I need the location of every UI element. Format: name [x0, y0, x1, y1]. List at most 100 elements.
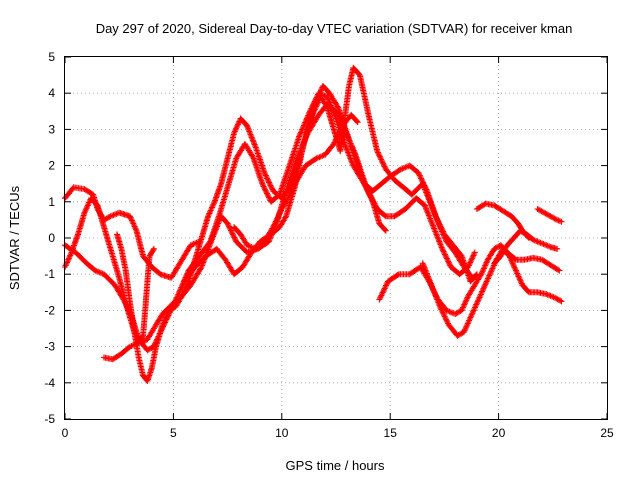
data-point	[368, 114, 370, 116]
y-tick-label: 4	[48, 86, 55, 100]
data-point	[201, 266, 203, 268]
data-point	[188, 280, 190, 282]
data-point	[450, 266, 452, 268]
data-point	[149, 255, 151, 257]
data-point	[224, 259, 226, 261]
data-point	[469, 317, 471, 319]
data-point	[209, 241, 211, 243]
data-point	[214, 201, 216, 203]
data-point	[357, 121, 359, 123]
data-point	[302, 143, 304, 145]
data-point	[294, 186, 296, 188]
data-point	[378, 299, 380, 301]
data-point	[433, 226, 435, 228]
y-tick-label: -5	[44, 412, 55, 426]
data-point	[255, 147, 257, 148]
data-point	[90, 197, 92, 199]
data-point	[500, 255, 502, 257]
data-point	[110, 248, 112, 250]
data-point	[480, 273, 482, 275]
data-point	[244, 143, 246, 145]
data-point	[502, 210, 504, 212]
data-point	[476, 208, 478, 210]
data-point	[439, 226, 441, 228]
data-point	[272, 226, 274, 228]
data-point	[474, 284, 476, 286]
data-point	[246, 251, 248, 253]
y-tick-label: 2	[48, 159, 55, 173]
data-point	[142, 375, 144, 377]
data-series-track-5	[114, 83, 480, 384]
data-point	[116, 233, 118, 235]
data-point	[162, 313, 164, 315]
data-point	[446, 241, 448, 243]
data-point	[263, 172, 265, 174]
data-point	[446, 309, 448, 311]
data-series-track-1	[62, 184, 203, 281]
data-point	[218, 215, 220, 217]
data-point	[372, 190, 374, 192]
data-point	[125, 270, 127, 272]
data-point	[272, 190, 274, 192]
data-point	[179, 262, 181, 264]
marker-track	[114, 83, 480, 384]
x-tick-label: 15	[384, 426, 398, 440]
data-point	[227, 223, 229, 225]
data-point	[424, 204, 426, 206]
data-point	[250, 251, 252, 253]
data-series-track-4	[101, 245, 157, 363]
data-point	[181, 295, 183, 297]
data-point	[556, 248, 558, 250]
data-point	[136, 230, 138, 232]
data-point	[472, 277, 474, 279]
data-point	[142, 255, 144, 257]
data-series-track-2	[62, 101, 478, 346]
data-point	[409, 165, 411, 167]
data-point	[118, 277, 120, 279]
data-point	[550, 215, 552, 217]
data-point	[190, 244, 192, 246]
data-point	[84, 212, 86, 214]
y-tick-label: -3	[44, 340, 55, 354]
data-point	[372, 201, 374, 203]
data-point	[155, 346, 157, 348]
data-point	[476, 302, 478, 304]
data-point	[97, 204, 99, 206]
data-point	[378, 223, 380, 225]
data-point	[279, 226, 281, 228]
data-series-track-12	[534, 206, 565, 225]
data-point	[359, 74, 361, 76]
data-point	[318, 114, 320, 116]
data-point	[159, 273, 161, 275]
data-point	[506, 244, 508, 246]
y-tick-label: -4	[44, 376, 55, 390]
data-point	[242, 266, 244, 268]
data-point	[513, 237, 515, 239]
data-point	[94, 270, 96, 272]
data-point	[339, 150, 341, 152]
data-point	[500, 244, 502, 246]
data-point	[441, 248, 443, 250]
data-point	[560, 221, 562, 223]
data-point	[422, 183, 424, 185]
data-point	[452, 244, 454, 246]
data-point	[352, 67, 354, 69]
data-point	[348, 85, 350, 87]
data-point	[253, 157, 255, 159]
data-point	[515, 270, 517, 272]
data-point	[216, 248, 218, 250]
tick-layer: 0 5 10 15 20 25 -5 -4 -3 -2 -1 0 1 2 3 4 5	[44, 50, 614, 440]
data-point	[554, 297, 556, 299]
data-point	[417, 172, 419, 174]
data-point	[467, 295, 469, 297]
data-point	[305, 165, 307, 167]
data-point	[430, 204, 432, 206]
data-point	[409, 273, 411, 275]
data-point	[144, 309, 146, 311]
data-point	[311, 114, 313, 116]
data-point	[162, 324, 164, 326]
data-point	[133, 331, 135, 333]
data-point	[315, 157, 317, 159]
data-point	[84, 188, 86, 190]
